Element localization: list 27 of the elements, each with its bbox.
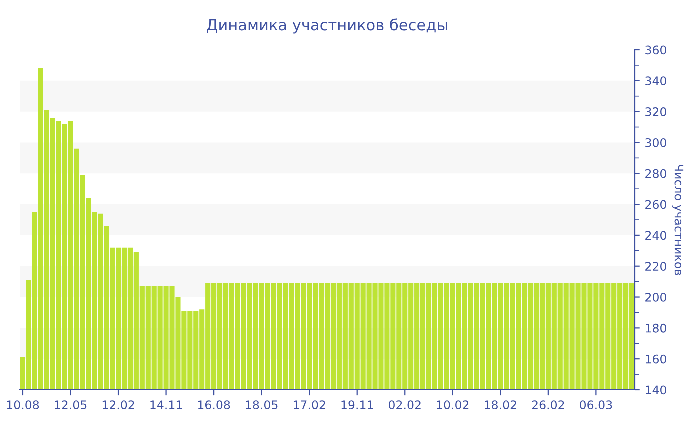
y-tick-label: 240: [646, 231, 666, 240]
y-tick-label: 140: [646, 386, 666, 395]
y-tick-label: 200: [646, 292, 666, 302]
y-tick-label: 340: [646, 76, 666, 86]
x-tick-label: 10.08: [7, 400, 40, 410]
x-tick-label: 17.02: [294, 400, 326, 410]
y-tick-label: 360: [646, 46, 666, 55]
y-tick-label: 180: [646, 324, 666, 333]
x-tick-label: 06.03: [580, 400, 612, 410]
x-tick-label: 16.08: [198, 400, 230, 410]
x-tick-label: 12.02: [102, 400, 134, 410]
x-tick-label: 12.05: [55, 400, 87, 410]
x-tick-label: 10.02: [437, 400, 469, 410]
y-tick-label: 220: [646, 262, 666, 272]
x-tick-label: 18.02: [485, 400, 516, 410]
y-tick-label: 280: [646, 169, 666, 178]
y-tick-label: 300: [646, 138, 666, 148]
chart-title: Динамика участников беседы: [207, 18, 448, 34]
x-tick-label: 19.11: [342, 400, 374, 410]
x-tick-label: 26.02: [532, 400, 564, 410]
x-tick-label: 14.11: [150, 400, 182, 410]
x-tick-label: 02.02: [389, 400, 421, 410]
y-tick-label: 260: [646, 200, 666, 210]
y-tick-label: 320: [646, 108, 666, 116]
y-axis-title: Число участников: [672, 164, 684, 276]
y-tick-label: 160: [646, 354, 666, 364]
x-tick-label: 18.05: [246, 400, 278, 410]
